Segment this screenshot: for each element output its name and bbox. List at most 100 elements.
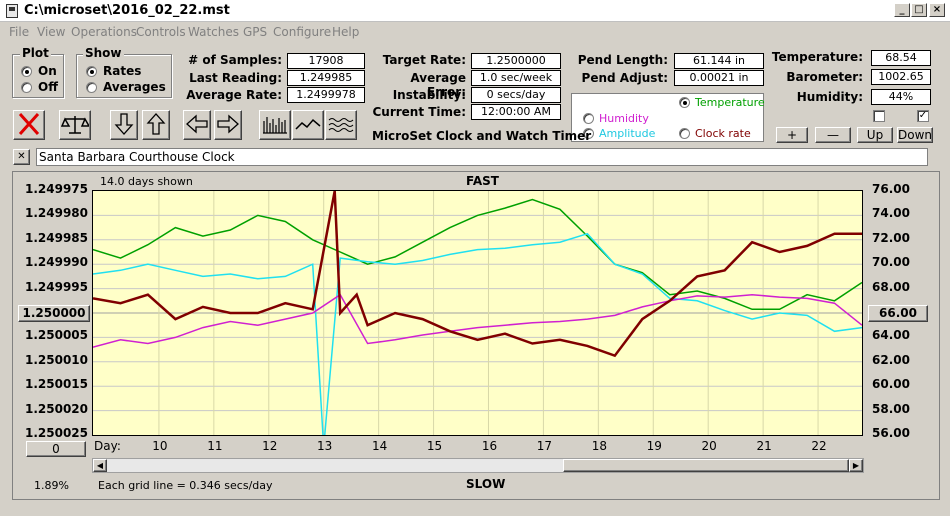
horizontal-scrollbar[interactable]: ◀ ▶ (92, 458, 864, 473)
legend-temperature-radio[interactable] (679, 97, 690, 108)
x-tick-label: 12 (262, 439, 278, 453)
menu-gps[interactable]: GPS (243, 25, 268, 39)
arrow-right-button[interactable] (214, 110, 242, 140)
wave-view-button[interactable] (325, 110, 357, 140)
zero-button[interactable]: 0 (26, 441, 86, 457)
menu-bar: File View Operations Controls Watches GP… (0, 22, 950, 42)
samples-label: # of Samples: (188, 53, 282, 67)
line-view-button[interactable] (292, 110, 324, 140)
plot-on-label: On (38, 64, 57, 78)
red-x-icon (18, 112, 40, 136)
plus-button[interactable]: + (776, 127, 808, 143)
right-tick-label: 74.00 (872, 206, 910, 221)
series-humidity (93, 293, 862, 348)
menu-help[interactable]: Help (332, 25, 360, 39)
menu-view[interactable]: View (37, 25, 66, 39)
center-temp-button[interactable]: 66.00 (868, 305, 928, 322)
menu-file[interactable]: File (9, 25, 30, 39)
x-tick-label: 16 (481, 439, 498, 453)
scroll-right-button[interactable]: ▶ (849, 459, 863, 472)
grid-note: Each grid line = 0.346 secs/day (98, 479, 273, 492)
x-tick-label: 13 (317, 439, 333, 453)
arrow-down-icon (114, 113, 134, 135)
scroll-thumb[interactable] (563, 459, 849, 472)
humidity-label: Humidity: (796, 90, 863, 104)
plot-off-radio[interactable] (21, 82, 32, 93)
target-rate-label: Target Rate: (382, 53, 466, 67)
down-button[interactable]: Down (897, 127, 933, 143)
show-group (76, 54, 172, 98)
legend-clock-rate: Clock rate (695, 127, 751, 140)
show-rates-radio[interactable] (86, 66, 97, 77)
right-tick-label: 76.00 (872, 182, 910, 196)
x-tick-label: 14 (371, 439, 388, 453)
right-tick-label: 56.00 (872, 426, 910, 440)
series-temperature (93, 198, 862, 311)
legend-clock-rate-radio[interactable] (679, 128, 690, 139)
left-tick-label: 1.250015 (24, 377, 88, 392)
days-shown-label: 14.0 days shown (100, 175, 193, 188)
x-tick-label: 19 (646, 439, 662, 453)
temperature-value: 68.54 (871, 50, 931, 66)
x-tick-label: 15 (426, 439, 443, 453)
barometer-value: 1002.65 (871, 69, 931, 85)
arrow-up-button[interactable] (142, 110, 170, 140)
legend-amplitude: Amplitude (599, 127, 656, 140)
arrow-left-button[interactable] (183, 110, 211, 140)
legend-humidity-radio[interactable] (583, 113, 594, 124)
close-clock-button[interactable]: ✕ (13, 149, 30, 165)
center-rate-button[interactable]: 1.250000 (18, 305, 90, 322)
plot-area (92, 190, 863, 436)
x-tick-label: 18 (591, 439, 607, 453)
percent-readout: 1.89% (34, 479, 69, 492)
clock-name-input[interactable]: Santa Barbara Courthouse Clock (36, 148, 928, 166)
line-graph-icon (295, 118, 321, 130)
x-tick-label: 10 (152, 439, 168, 453)
up-button[interactable]: Up (857, 127, 893, 143)
minus-button[interactable]: — (815, 127, 851, 143)
arrow-left-icon (186, 114, 208, 134)
target-rate-value: 1.2500000 (471, 53, 561, 69)
arrow-down-button[interactable] (110, 110, 138, 140)
scroll-left-button[interactable]: ◀ (93, 459, 107, 472)
average-error-value: 1.0 sec/week (471, 70, 561, 86)
bars-view-button[interactable] (259, 110, 291, 140)
show-group-title: Show (83, 46, 124, 60)
average-error-label: Average Error: (410, 71, 466, 99)
right-tick-label: 72.00 (872, 230, 910, 245)
scales-icon (60, 116, 91, 134)
plot-on-radio[interactable] (21, 66, 32, 77)
close-window-button[interactable]: × (929, 3, 945, 17)
right-tick-label: 62.00 (872, 352, 910, 367)
left-tick-label: 1.250010 (24, 352, 88, 367)
show-averages-label: Averages (103, 80, 166, 94)
left-tick-label: 1.249995 (24, 279, 88, 294)
last-reading-value: 1.249985 (287, 70, 365, 86)
window-title: C:\microset\2016_02_22.mst (24, 3, 230, 18)
left-tick-label: 1.249975 (24, 182, 88, 196)
option-checkbox-1[interactable] (873, 110, 885, 122)
legend-amplitude-radio[interactable] (583, 128, 594, 139)
chart-frame (12, 171, 940, 500)
minimize-button[interactable]: _ (894, 3, 910, 17)
menu-configure[interactable]: Configure (273, 25, 332, 39)
left-tick-label: 1.250020 (24, 401, 88, 416)
stop-button[interactable] (13, 110, 45, 140)
instability-value: 0 secs/day (471, 87, 561, 103)
balance-button[interactable] (59, 110, 91, 140)
average-rate-label: Average Rate: (186, 88, 282, 102)
x-tick-label: 20 (701, 439, 717, 453)
maximize-button[interactable]: □ (911, 3, 927, 17)
right-tick-label: 68.00 (872, 279, 910, 294)
menu-controls[interactable]: Controls (136, 25, 186, 39)
bar-graph-icon (263, 117, 287, 134)
right-tick-label: 58.00 (872, 401, 910, 416)
option-checkbox-2[interactable]: ✓ (917, 110, 929, 122)
show-averages-radio[interactable] (86, 82, 97, 93)
legend-humidity: Humidity (599, 112, 649, 125)
temperature-label: Temperature: (771, 50, 863, 64)
menu-watches[interactable]: Watches (188, 25, 239, 39)
barometer-label: Barometer: (786, 70, 863, 84)
menu-operations[interactable]: Operations (71, 25, 137, 39)
series-clock-rate (93, 191, 862, 358)
